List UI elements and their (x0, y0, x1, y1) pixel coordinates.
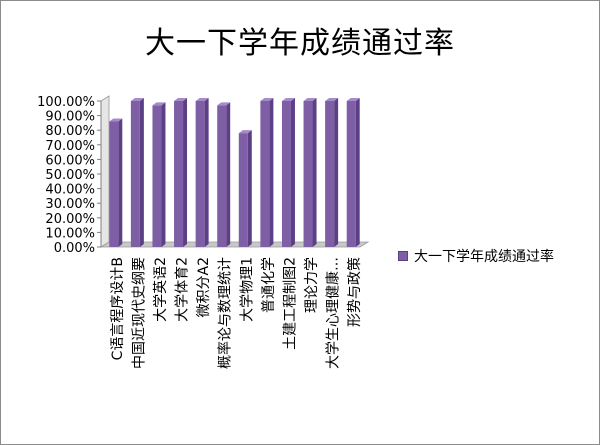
y-tick-label: 60.00% (45, 153, 95, 168)
bar-top (325, 98, 339, 101)
bar (238, 133, 248, 247)
bar-side (161, 102, 166, 247)
bar-top (174, 98, 188, 101)
bar (346, 101, 356, 247)
y-tick-label: 100.00% (37, 95, 95, 110)
bar (130, 101, 140, 247)
legend-label: 大一下学年成绩通过率 (414, 249, 554, 265)
x-tick-label: 大学物理1 (239, 257, 255, 322)
x-tick-label: 大学生心理健康… (325, 257, 342, 369)
x-tick-label: 中国近现代史纲要 (131, 257, 147, 369)
y-tick-label: 30.00% (45, 197, 95, 212)
bar-top (217, 102, 231, 106)
x-tick-label: 形势与政策 (346, 257, 363, 327)
bar-top (260, 98, 274, 101)
bar (281, 101, 291, 247)
y-tick-label: 40.00% (45, 183, 95, 198)
bar-side (183, 98, 188, 247)
bar-side (118, 118, 123, 247)
legend: 大一下学年成绩通过率 (398, 246, 554, 266)
x-tick-label: C语言程序设计B (110, 257, 126, 360)
bar (325, 101, 335, 247)
bar (109, 121, 119, 247)
bar-side (204, 98, 209, 247)
bar-top (303, 98, 317, 101)
bar-side (334, 98, 339, 247)
bar (174, 101, 184, 247)
y-tick-label: 50.00% (45, 168, 95, 183)
bar-top (130, 98, 144, 101)
bar (195, 101, 205, 247)
bar (152, 105, 162, 247)
bar-side (247, 130, 252, 247)
bar (303, 101, 313, 247)
bar-side (139, 98, 144, 247)
legend-swatch (398, 251, 408, 261)
y-tick-label: 70.00% (45, 139, 95, 154)
x-tick-label: 微积分A2 (196, 257, 212, 317)
bar-top (152, 102, 166, 106)
x-tick-label: 土建工程制图2 (282, 257, 298, 350)
bar-side (290, 98, 295, 247)
side-wall (100, 95, 110, 248)
x-tick-label: 普通化学 (261, 257, 277, 313)
bar-side (226, 102, 231, 247)
chart-floor (99, 241, 370, 248)
x-tick-label: 理论力学 (304, 257, 320, 313)
chart-title: 大一下学年成绩通过率 (145, 26, 455, 61)
x-tick-label: 大学体育2 (175, 257, 191, 322)
bar-side (312, 98, 317, 247)
x-tick-label: 概率论与数理统计 (217, 257, 234, 369)
bar (217, 105, 227, 247)
bar-top (281, 98, 295, 101)
bar-side (269, 98, 274, 247)
y-tick-label: 10.00% (45, 226, 95, 241)
y-tick-label: 80.00% (45, 124, 95, 139)
y-tick-label: 0.00% (54, 241, 95, 256)
bar-top (238, 130, 252, 134)
bar-top (346, 98, 360, 101)
y-tick-label: 20.00% (45, 212, 95, 227)
bar (260, 101, 270, 247)
bar-top (195, 98, 209, 101)
bar-top (109, 118, 123, 122)
x-tick-label: 大学英语2 (152, 257, 169, 322)
bar-side (355, 98, 360, 247)
y-tick-label: 90.00% (45, 110, 95, 125)
